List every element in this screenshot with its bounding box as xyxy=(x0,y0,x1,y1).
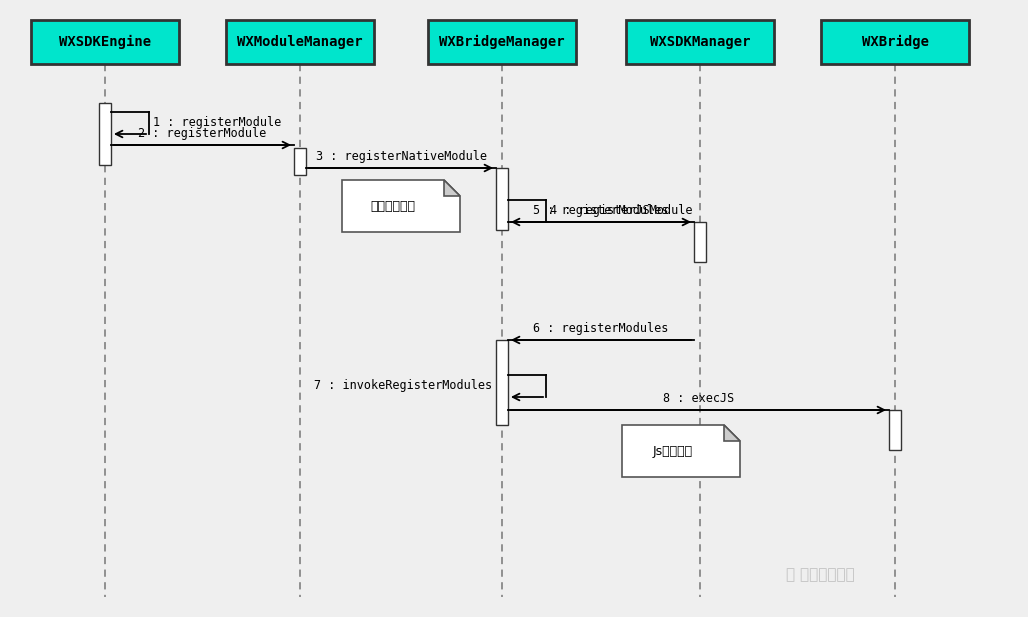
FancyBboxPatch shape xyxy=(495,340,508,425)
FancyBboxPatch shape xyxy=(694,222,706,262)
FancyBboxPatch shape xyxy=(626,20,774,64)
Text: 2 : registerModule: 2 : registerModule xyxy=(139,127,266,140)
Text: 本地注册完成: 本地注册完成 xyxy=(370,199,415,212)
FancyBboxPatch shape xyxy=(31,20,179,64)
Text: 5 : registerModules: 5 : registerModules xyxy=(534,204,668,217)
FancyBboxPatch shape xyxy=(889,410,901,450)
Polygon shape xyxy=(724,425,740,441)
Text: 7 : invokeRegisterModules: 7 : invokeRegisterModules xyxy=(314,379,492,392)
Text: WXModuleManager: WXModuleManager xyxy=(237,35,363,49)
FancyBboxPatch shape xyxy=(428,20,576,64)
Text: 4 : registerJSModule: 4 : registerJSModule xyxy=(550,204,693,217)
Text: 🐕 双十二技术哥: 🐕 双十二技术哥 xyxy=(785,568,854,582)
Text: 1 : registerModule: 1 : registerModule xyxy=(153,116,282,129)
FancyBboxPatch shape xyxy=(495,168,508,230)
Text: 6 : registerModules: 6 : registerModules xyxy=(534,322,668,335)
FancyBboxPatch shape xyxy=(226,20,374,64)
FancyBboxPatch shape xyxy=(99,103,111,165)
Polygon shape xyxy=(444,180,460,196)
Text: WXBridgeManager: WXBridgeManager xyxy=(439,35,564,49)
FancyBboxPatch shape xyxy=(294,148,306,175)
Text: 8 : execJS: 8 : execJS xyxy=(663,392,734,405)
FancyBboxPatch shape xyxy=(821,20,969,64)
Polygon shape xyxy=(342,180,460,232)
Text: WXSDKEngine: WXSDKEngine xyxy=(59,35,151,49)
Polygon shape xyxy=(622,425,740,477)
Text: 3 : registerNativeModule: 3 : registerNativeModule xyxy=(316,150,486,163)
Text: WXSDKManager: WXSDKManager xyxy=(650,35,750,49)
Text: Js注册完成: Js注册完成 xyxy=(653,444,693,457)
Text: WXBridge: WXBridge xyxy=(861,35,928,49)
